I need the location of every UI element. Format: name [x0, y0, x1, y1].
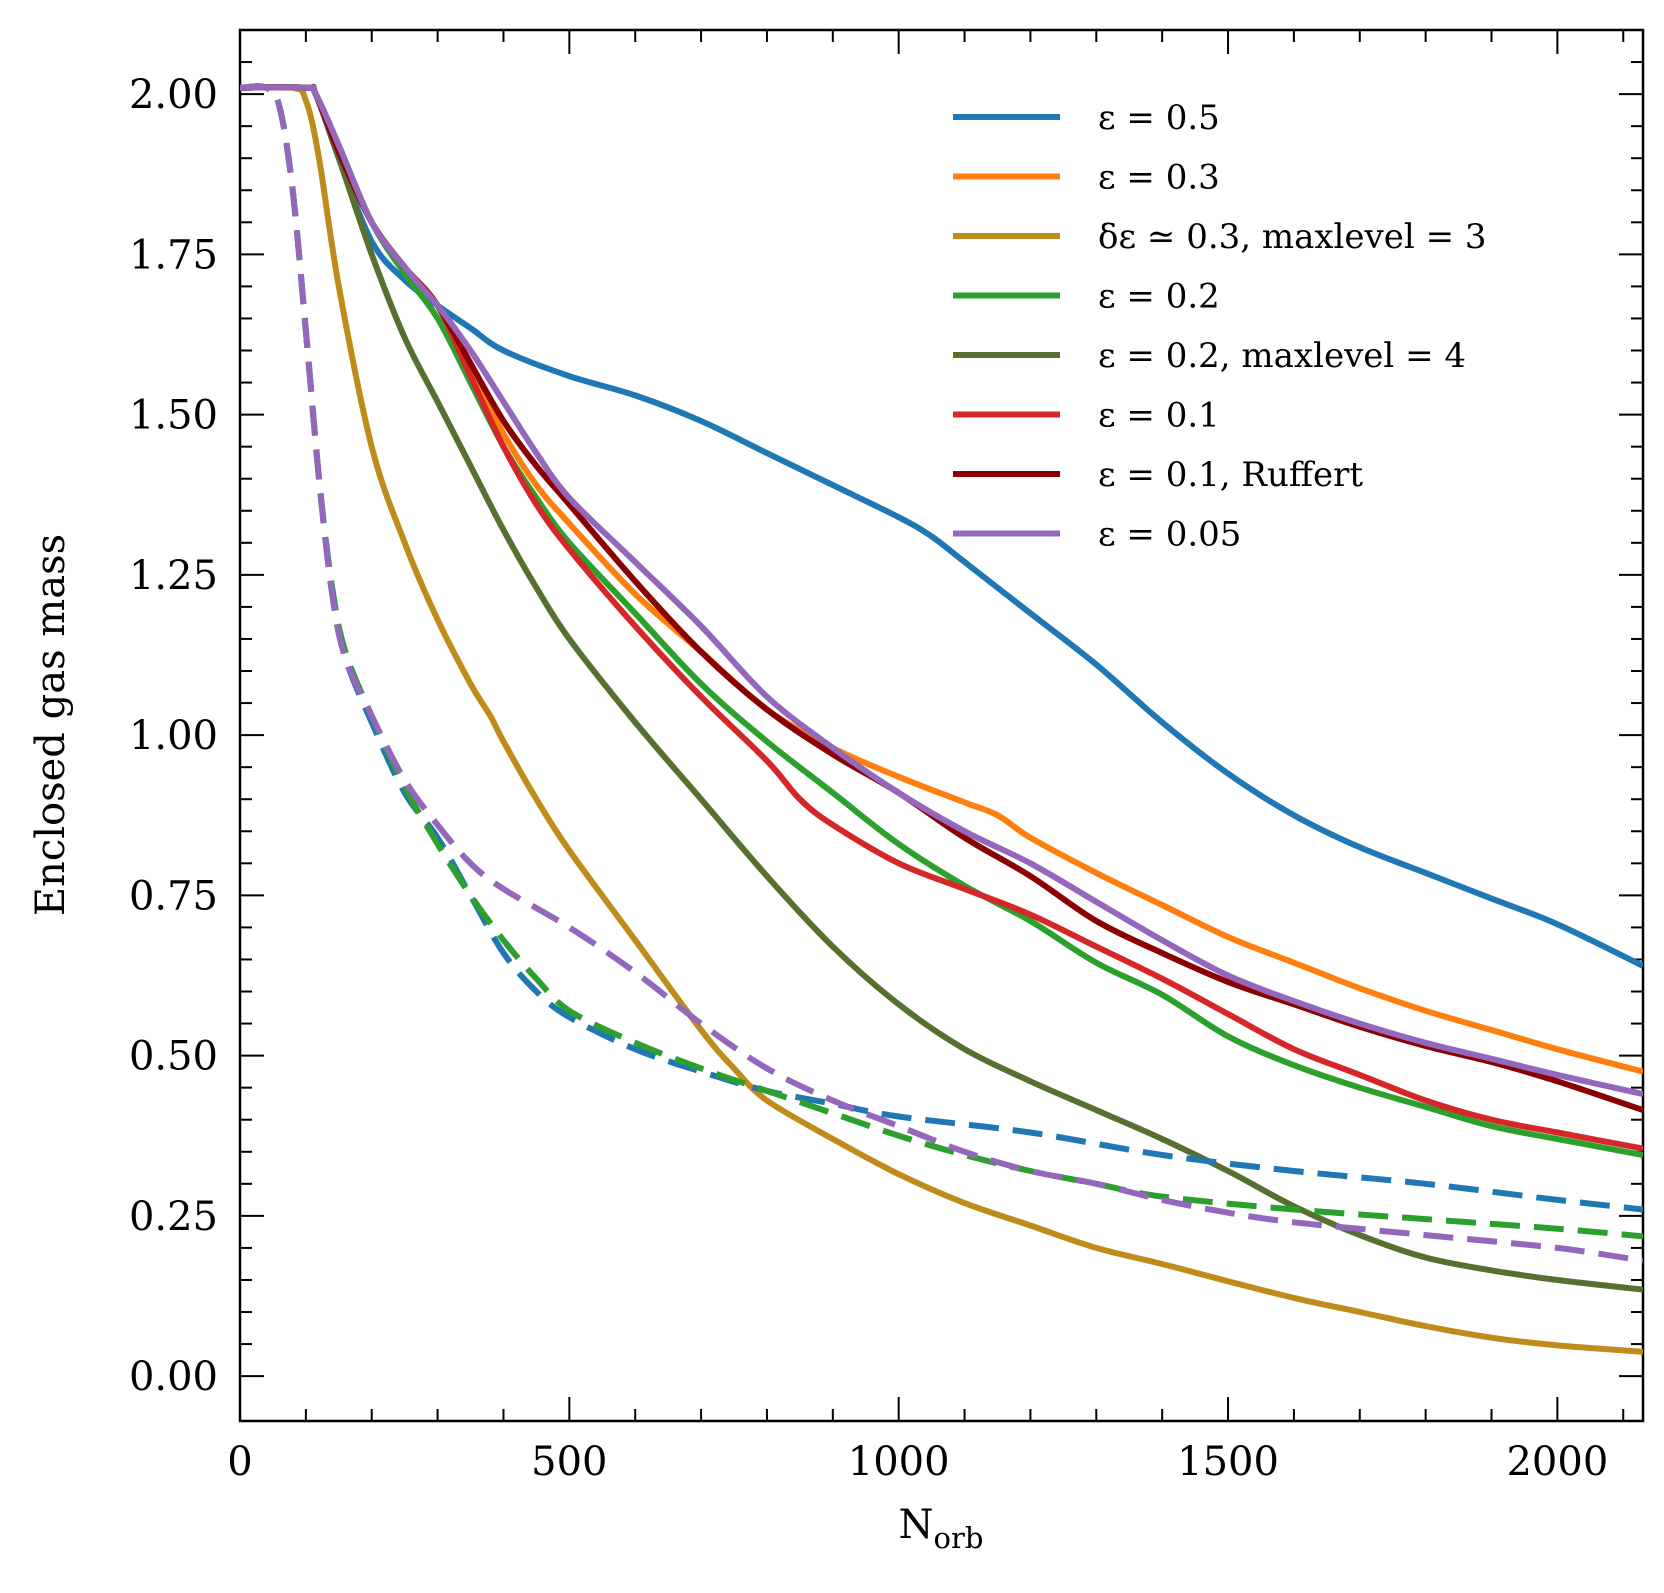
x-tick-label: 1500	[1177, 1439, 1279, 1485]
legend-label: ε = 0.2, maxlevel = 4	[1098, 336, 1466, 376]
x-axis-title-subscript: orb	[934, 1521, 984, 1555]
legend-label: δε ≃ 0.3, maxlevel = 3	[1098, 217, 1487, 257]
y-tick-label: 0.25	[129, 1194, 218, 1240]
plot-frame	[238, 28, 1645, 1423]
tick-labels: 0 500 1000 1500 2000 0.00 0.25 0.50 0.75 1.00 1.25…	[129, 72, 1608, 1485]
series-line-dashed	[240, 83, 1643, 1213]
y-tick-label: 1.50	[129, 393, 218, 439]
series-line	[240, 83, 1643, 1293]
legend-label: ε = 0.2	[1098, 277, 1220, 317]
data-lines	[240, 83, 1643, 1355]
x-axis-title-main: N	[899, 1502, 934, 1548]
x-tick-label: 500	[531, 1439, 607, 1485]
legend-label: ε = 0.1	[1098, 396, 1220, 436]
y-tick-label: 2.00	[129, 72, 218, 118]
legend: ε = 0.5 ε = 0.3 δε ≃ 0.3, maxlevel = 3 ε = …	[953, 98, 1487, 555]
plot-area	[238, 28, 1645, 1423]
y-tick-label: 1.25	[129, 553, 218, 599]
x-tick-label: 1000	[848, 1439, 950, 1485]
x-tick-label: 2000	[1506, 1439, 1608, 1485]
legend-label: ε = 0.5	[1098, 98, 1220, 138]
y-tick-label: 1.75	[129, 232, 218, 278]
series-line-dashed	[240, 83, 1643, 1240]
axis-ticks	[239, 29, 1643, 1421]
series-line-dashed	[240, 83, 1643, 1264]
legend-label: ε = 0.1, Ruffert	[1098, 455, 1363, 495]
x-axis-title: Norb	[899, 1502, 984, 1555]
y-tick-label: 1.00	[129, 713, 218, 759]
x-tick-label: 0	[227, 1439, 252, 1485]
y-tick-label: 0.75	[129, 873, 218, 919]
y-tick-label: 0.50	[129, 1034, 218, 1080]
legend-label: ε = 0.05	[1098, 515, 1241, 555]
series-line	[240, 83, 1643, 969]
legend-label: ε = 0.3	[1098, 158, 1220, 198]
y-tick-label: 0.00	[129, 1354, 218, 1400]
y-axis-title: Enclosed gas mass	[28, 534, 74, 916]
series-line	[240, 84, 1643, 1098]
series-line	[240, 83, 1643, 1355]
